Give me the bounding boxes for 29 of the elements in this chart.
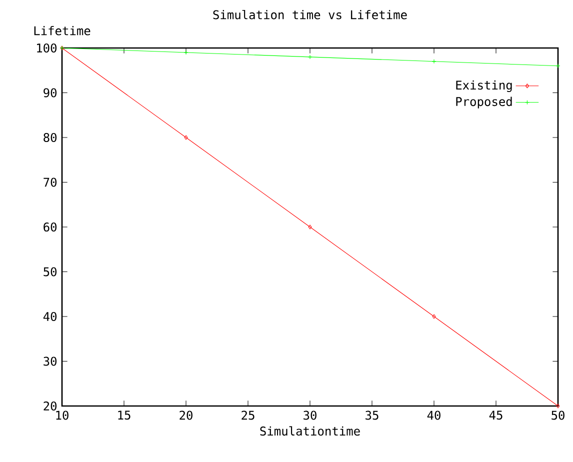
x-tick-label: 35 — [366, 410, 378, 420]
y-tick-label: 20 — [44, 401, 57, 411]
y-tick-label: 100 — [37, 43, 57, 53]
y-tick-label: 90 — [44, 88, 57, 98]
point — [184, 135, 188, 140]
point — [184, 50, 188, 55]
x-tick-label: 15 — [118, 410, 130, 420]
legend-label: Proposed — [456, 96, 512, 108]
x-tick-label: 30 — [304, 410, 316, 420]
point — [432, 314, 436, 319]
legend-label: Existing — [456, 80, 512, 92]
x-tick-label: 45 — [489, 410, 502, 420]
chart-title: Simulation time vs Lifetime — [213, 10, 407, 20]
x-tick-label: 50 — [552, 410, 564, 420]
y-tick-label: 30 — [44, 356, 57, 366]
x-axis-title: Simulationtime — [260, 426, 360, 436]
point — [308, 224, 312, 230]
y-tick-label: 40 — [43, 312, 57, 322]
y-axis-title: Lifetime — [34, 26, 90, 36]
x-tick-label: 25 — [242, 410, 254, 420]
y-tick-label: 60 — [44, 222, 57, 232]
y-tick-label: 80 — [44, 132, 57, 142]
y-tick-label: 70 — [44, 178, 57, 187]
point — [432, 59, 436, 64]
x-tick-label: 10 — [56, 410, 68, 420]
point — [308, 54, 312, 60]
x-tick-label: 20 — [180, 410, 192, 420]
x-tick-label: 40 — [427, 410, 440, 420]
y-tick-label: 50 — [44, 267, 57, 276]
